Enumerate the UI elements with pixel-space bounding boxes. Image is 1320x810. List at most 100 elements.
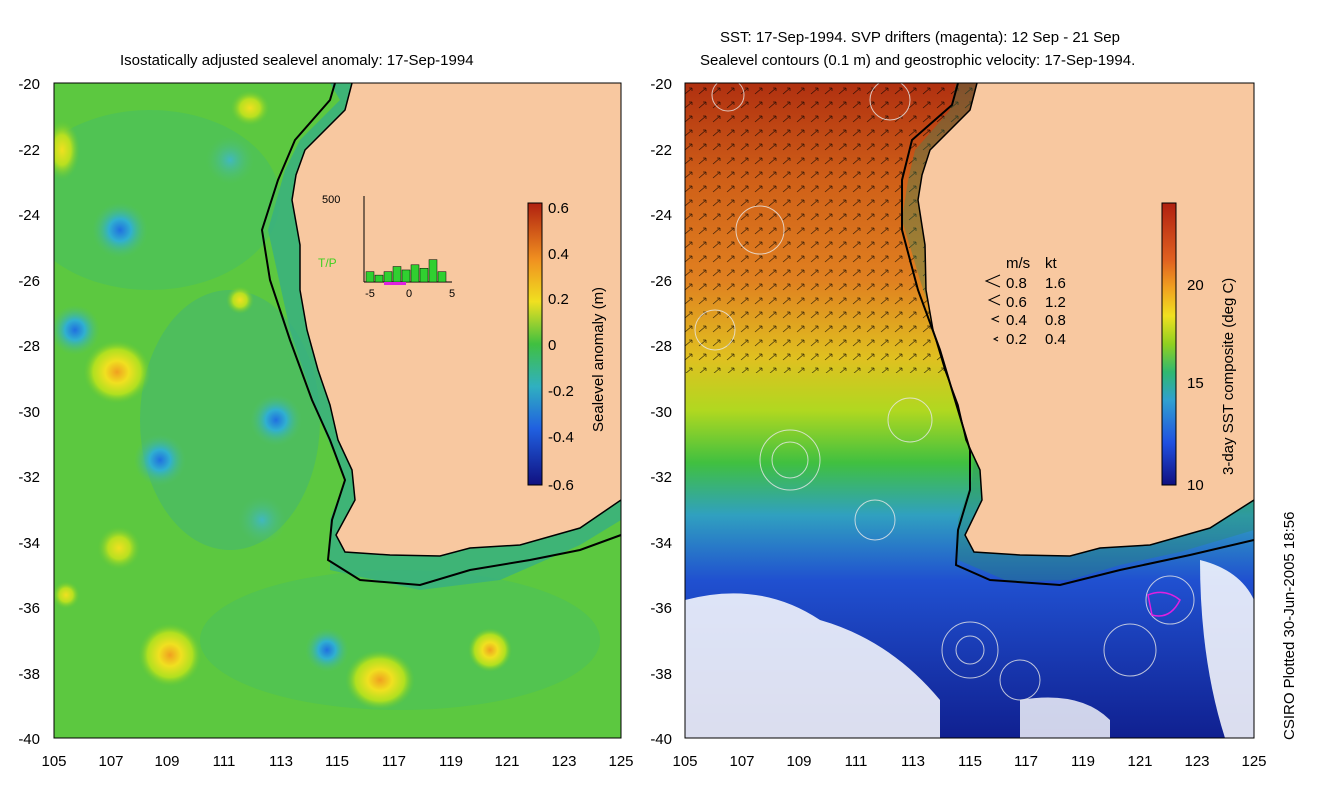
cb-tick: 0.2 (548, 291, 569, 308)
y-tick: -38 (650, 666, 672, 683)
y-tick: -28 (18, 338, 40, 355)
shelf-contour (260, 83, 621, 587)
coastline (291, 83, 621, 557)
x-tick: 117 (1014, 753, 1038, 770)
x-tick: 107 (98, 753, 123, 770)
inset-xtick: 0 (406, 288, 412, 300)
y-tick: -38 (18, 666, 40, 683)
cb-tick: -0.6 (548, 477, 574, 494)
x-tick: 107 (729, 753, 754, 770)
y-tick: -22 (18, 142, 40, 159)
x-tick: 123 (1184, 753, 1209, 770)
svp-drifter-track (1147, 591, 1181, 617)
y-tick: -32 (18, 469, 40, 486)
y-tick: -26 (18, 273, 40, 290)
cb-tick: 0 (548, 337, 556, 354)
right-map-title-line2: Sealevel contours (0.1 m) and geostrophi… (700, 52, 1136, 69)
plotted-timestamp: CSIRO Plotted 30-Jun-2005 18:56 (1281, 512, 1298, 740)
cb-tick: -0.4 (548, 429, 574, 446)
cb-tick: 0.6 (548, 200, 569, 217)
inset-bar (383, 271, 393, 283)
sst-colorbar-ticks: 20 15 10 (1187, 277, 1204, 494)
legend-kt: 1.6 (1045, 275, 1066, 292)
y-tick: -34 (18, 535, 40, 552)
legend-kt: 0.8 (1045, 312, 1066, 329)
plot-credit: CSIRO Plotted 30-Jun-2005 18:56 (1281, 512, 1298, 740)
sealevel-colorbar-ticks: 0.6 0.4 0.2 0 -0.2 -0.4 -0.6 (548, 200, 574, 494)
sst-colorbar (1161, 202, 1177, 486)
right-sst-map: -20 -22 -24 -26 -28 -30 -32 -34 -36 -38 … (650, 76, 1266, 770)
y-tick: -20 (18, 76, 40, 93)
y-tick: -26 (650, 273, 672, 290)
y-tick: -30 (18, 404, 40, 421)
x-tick: 109 (154, 753, 179, 770)
y-tick: -32 (650, 469, 672, 486)
cb-tick: -0.2 (548, 383, 574, 400)
inset-bar (392, 266, 402, 283)
inset-bar (365, 271, 375, 283)
x-tick: 125 (1241, 753, 1266, 770)
inset-xtick: 5 (449, 288, 455, 300)
legend-ms: 0.2 (1006, 331, 1027, 348)
cb-tick: 10 (1187, 477, 1204, 494)
y-tick: -22 (650, 142, 672, 159)
tp-inset-histogram: 500 T/P -5 0 5 (318, 194, 455, 300)
y-tick: -20 (650, 76, 672, 93)
legend-ms: 0.8 (1006, 275, 1027, 292)
x-tick: 111 (845, 753, 868, 770)
inset-bar (437, 271, 447, 283)
x-tick: 109 (786, 753, 811, 770)
legend-kt: 0.4 (1045, 331, 1066, 348)
sealevel-colorbar (527, 202, 543, 486)
right-x-axis: 105 107 109 111 113 115 117 119 121 123 … (672, 753, 1266, 770)
legend-ms: 0.4 (1006, 312, 1027, 329)
y-tick: -36 (650, 600, 672, 617)
y-tick: -34 (650, 535, 672, 552)
inset-bar (419, 267, 429, 283)
y-tick: -24 (18, 207, 40, 224)
left-map-title: Isostatically adjusted sealevel anomaly:… (120, 52, 474, 69)
legend-kt: 1.2 (1045, 294, 1066, 311)
x-tick: 119 (1071, 753, 1095, 770)
left-y-axis: -20 -22 -24 -26 -28 -30 -32 -34 -36 -38 … (18, 76, 40, 748)
right-map-title-line1: SST: 17-Sep-1994. SVP drifters (magenta)… (720, 29, 1120, 46)
cb-tick: 15 (1187, 375, 1204, 392)
x-tick: 119 (439, 753, 463, 770)
x-tick: 121 (1127, 753, 1152, 770)
y-tick: -40 (18, 731, 40, 748)
cloud-mask (685, 593, 940, 738)
y-tick: -30 (650, 404, 672, 421)
left-map-frame (53, 82, 622, 739)
inset-bar (374, 274, 384, 283)
x-tick: 113 (269, 753, 293, 770)
y-tick: -36 (18, 600, 40, 617)
inset-bar (428, 259, 438, 283)
inset-bar (401, 269, 411, 283)
x-tick: 115 (958, 753, 982, 770)
cb-tick: 0.4 (548, 246, 569, 263)
right-map-frame (684, 82, 1255, 739)
inset-ymax: 500 (322, 194, 340, 206)
left-x-axis: 105 107 109 111 113 115 117 119 121 123 … (41, 753, 633, 770)
shelf-contour (901, 83, 1254, 587)
inset-tp-label: T/P (318, 256, 337, 270)
sealevel-contours (694, 83, 1195, 701)
legend-ms: 0.6 (1006, 294, 1027, 311)
x-tick: 123 (551, 753, 576, 770)
sealevel-colorbar-label: Sealevel anomaly (m) (590, 287, 607, 432)
legend-header-ms: m/s (1006, 255, 1030, 272)
velocity-legend: m/s kt 0.8 1.6 0.6 1.2 0.4 0.8 0.2 0.4 (984, 255, 1066, 348)
inset-xtick: -5 (365, 288, 375, 300)
y-tick: -28 (650, 338, 672, 355)
x-tick: 105 (672, 753, 697, 770)
x-tick: 105 (41, 753, 66, 770)
y-tick: -40 (650, 731, 672, 748)
cb-tick: 20 (1187, 277, 1204, 294)
x-tick: 115 (325, 753, 349, 770)
x-tick: 113 (901, 753, 925, 770)
right-y-axis: -20 -22 -24 -26 -28 -30 -32 -34 -36 -38 … (650, 76, 672, 748)
x-tick: 121 (494, 753, 519, 770)
left-sealevel-map: -20 -22 -24 -26 -28 -30 -32 -34 -36 -38 … (18, 76, 633, 770)
x-tick: 111 (213, 753, 236, 770)
x-tick: 117 (382, 753, 406, 770)
